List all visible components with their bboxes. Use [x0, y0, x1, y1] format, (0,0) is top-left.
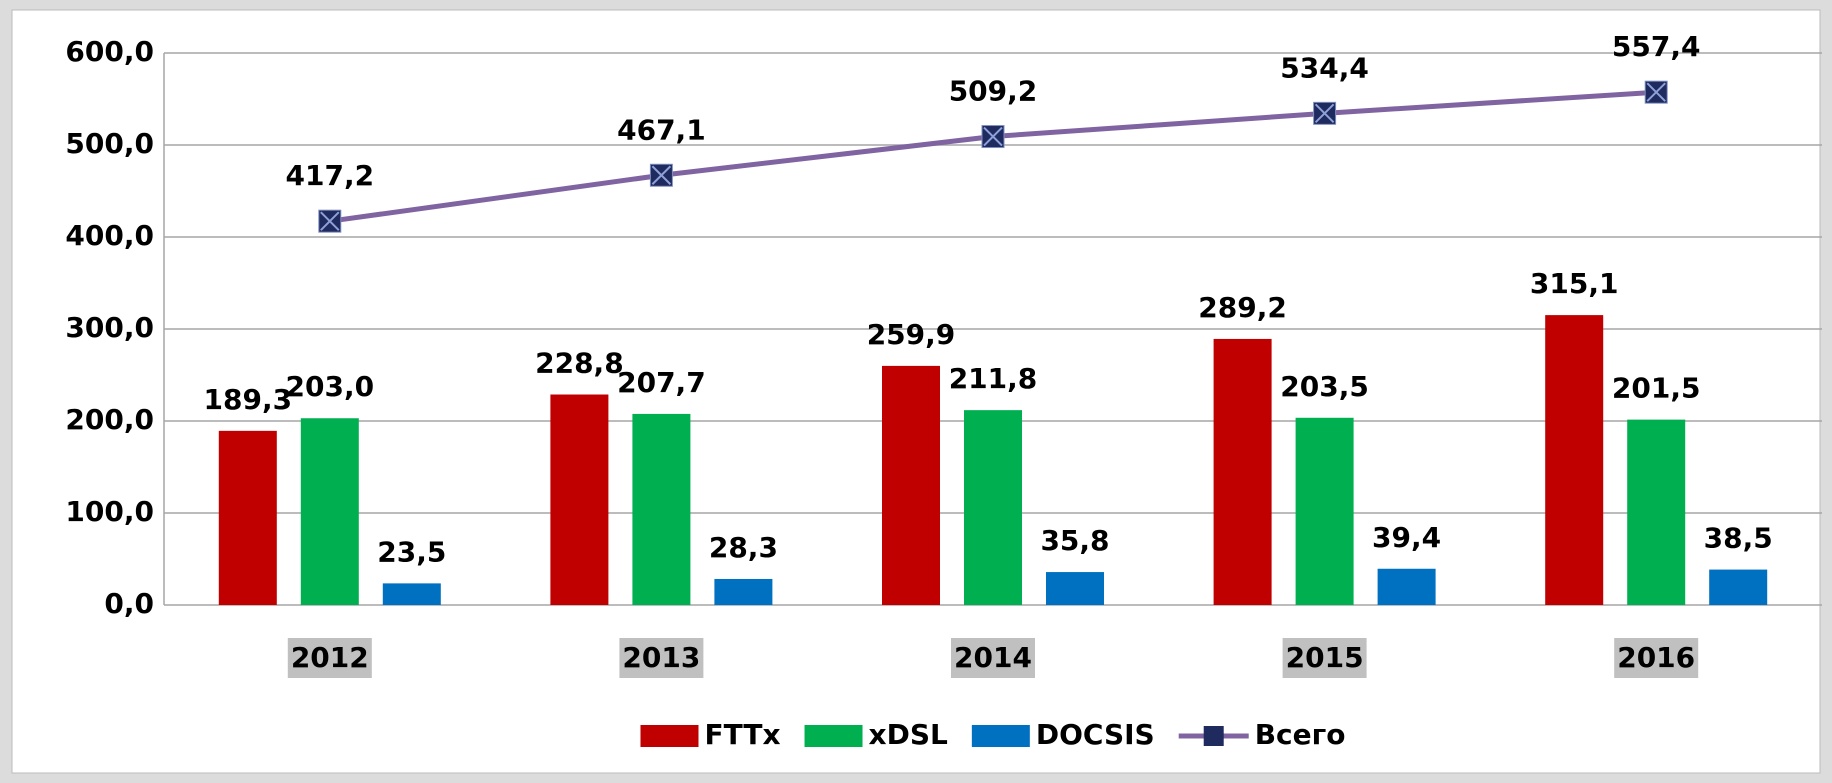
bar	[300, 418, 359, 605]
data-label: 259,9	[867, 318, 956, 351]
legend-swatch	[804, 725, 863, 747]
data-label: 207,7	[617, 366, 706, 399]
bar	[1046, 572, 1104, 605]
bar	[1213, 338, 1272, 605]
data-label: 203,5	[1280, 370, 1369, 403]
marker-cross	[651, 165, 672, 185]
x-tick-label: 2016	[1617, 641, 1695, 674]
legend-marker	[1203, 726, 1224, 746]
x-tick-label: 2014	[954, 641, 1032, 674]
bar	[964, 410, 1022, 605]
data-label: 315,1	[1530, 267, 1619, 300]
legend-label: DOCSIS	[1036, 718, 1155, 751]
legend-label: FTTx	[704, 718, 780, 751]
legend-label: xDSL	[869, 718, 948, 751]
bar	[1377, 568, 1436, 605]
data-label: 417,2	[286, 159, 375, 192]
marker-cross	[1314, 103, 1335, 124]
x-tick-label: 2015	[1286, 641, 1364, 674]
x-tick-label-box	[619, 638, 704, 678]
data-label: 38,5	[1704, 522, 1773, 555]
data-label: 289,2	[1198, 291, 1287, 324]
legend-swatch	[640, 725, 699, 747]
bar	[882, 365, 940, 605]
bar	[1545, 315, 1604, 605]
y-tick-label: 0,0	[104, 587, 154, 620]
data-label: 23,5	[377, 535, 446, 568]
marker-cross	[1646, 82, 1666, 102]
data-label: 35,8	[1040, 524, 1109, 557]
bar	[382, 583, 441, 605]
y-tick-label: 200,0	[65, 403, 154, 436]
bar	[1709, 569, 1768, 605]
data-label: 557,4	[1612, 30, 1701, 63]
y-tick-label: 100,0	[65, 495, 154, 528]
x-tick-label: 2013	[622, 641, 700, 674]
bar	[1627, 419, 1686, 605]
x-tick-label-box	[287, 638, 372, 678]
data-label: 509,2	[949, 75, 1038, 108]
x-tick-label-box	[951, 638, 1035, 678]
marker-cross	[320, 211, 340, 231]
bar	[714, 578, 773, 605]
legend-label: Всего	[1255, 718, 1346, 751]
marker-cross	[983, 126, 1003, 147]
data-label: 211,8	[949, 362, 1038, 395]
data-label: 28,3	[709, 531, 778, 564]
data-label: 534,4	[1280, 51, 1369, 84]
y-tick-label: 500,0	[65, 127, 154, 160]
bar	[218, 430, 277, 605]
y-tick-label: 300,0	[65, 311, 154, 344]
y-tick-label: 400,0	[65, 219, 154, 252]
data-label: 39,4	[1372, 521, 1441, 554]
y-tick-label: 600,0	[65, 35, 154, 68]
bar	[550, 394, 609, 605]
bar	[1295, 417, 1354, 605]
data-label: 189,3	[204, 383, 293, 416]
data-label: 467,1	[617, 113, 706, 146]
legend-swatch	[971, 725, 1030, 747]
bar	[632, 413, 691, 605]
data-label: 203,0	[286, 370, 375, 403]
x-tick-label-box	[1614, 638, 1699, 678]
data-label: 228,8	[535, 347, 624, 380]
x-tick-label: 2012	[291, 641, 369, 674]
x-tick-label-box	[1282, 638, 1367, 678]
data-label: 201,5	[1612, 372, 1701, 405]
